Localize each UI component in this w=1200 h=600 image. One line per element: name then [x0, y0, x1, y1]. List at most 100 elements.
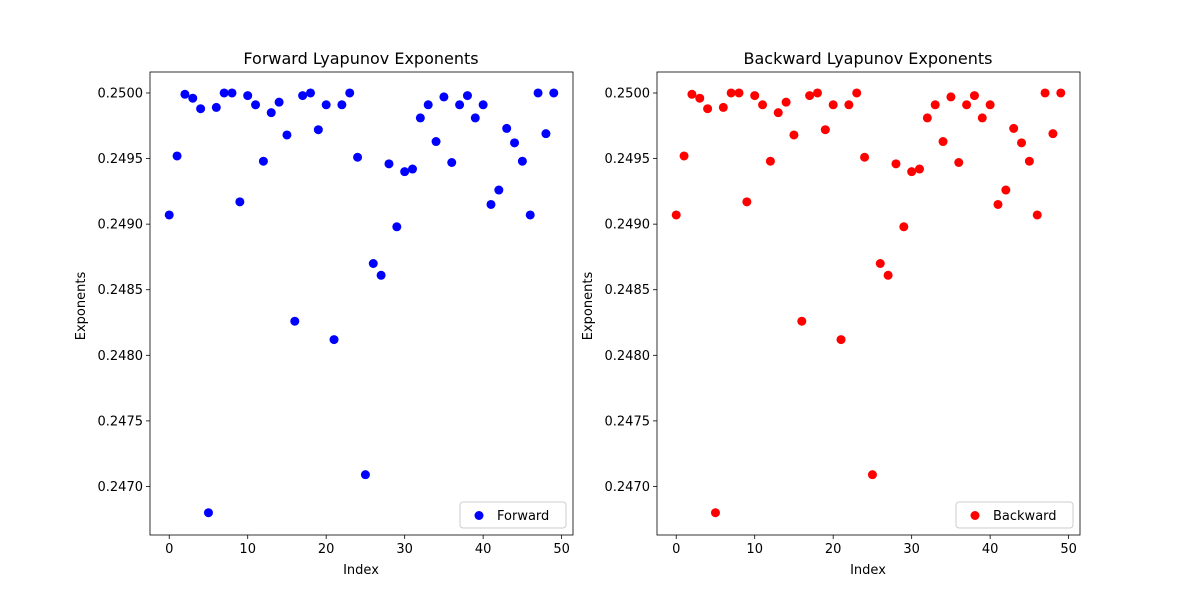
backward-data-point: [962, 100, 972, 110]
backward-data-point: [954, 158, 964, 168]
backward-data-point: [671, 210, 681, 220]
forward-y-tick-label: 0.2485: [98, 283, 144, 298]
backward-data-point: [781, 97, 791, 107]
forward-data-point: [494, 185, 504, 195]
backward-data-point: [797, 316, 807, 326]
forward-y-axis-label: Exponents: [74, 272, 89, 341]
forward-data-point: [423, 100, 433, 110]
forward-data-point: [470, 113, 480, 123]
backward-data-point: [1040, 88, 1050, 98]
backward-data-point: [985, 100, 995, 110]
backward-data-point: [828, 100, 838, 110]
forward-data-point: [502, 123, 512, 133]
backward-data-point: [703, 104, 713, 114]
forward-data-point: [478, 100, 488, 110]
backward-data-point: [891, 159, 901, 169]
forward-data-point: [408, 164, 418, 174]
forward-data-point: [337, 100, 347, 110]
backward-data-point: [852, 88, 862, 98]
backward-data-point: [812, 88, 822, 98]
backward-data-point: [718, 102, 728, 112]
forward-x-tick-label: 20: [318, 542, 335, 557]
backward-data-point: [844, 100, 854, 110]
forward-y-tick-label: 0.2495: [98, 152, 144, 167]
forward-x-tick-label: 50: [553, 542, 570, 557]
forward-data-point: [510, 138, 520, 148]
forward-data-point: [321, 100, 331, 110]
forward-data-point: [196, 104, 206, 114]
backward-data-point: [773, 108, 783, 118]
forward-data-point: [298, 91, 308, 101]
forward-data-point: [541, 129, 551, 139]
forward-data-point: [533, 88, 543, 98]
backward-x-tick-label: 0: [672, 542, 680, 557]
forward-data-point: [415, 113, 425, 123]
forward-data-point: [360, 470, 370, 480]
backward-data-point: [883, 270, 893, 280]
backward-data-point: [993, 199, 1003, 209]
backward-plot-area: 0 10 20 30 40 50 0.2470 0.2475 0.2480 0.2485 0.249…: [605, 71, 1081, 557]
backward-data-point: [875, 258, 885, 268]
forward-data-point: [384, 159, 394, 169]
forward-data-point: [455, 100, 465, 110]
backward-y-tick-label: 0.2495: [605, 152, 651, 167]
backward-x-tick-label: 50: [1060, 542, 1077, 557]
forward-data-point: [329, 335, 339, 345]
backward-data-point: [805, 91, 815, 101]
backward-legend-label: Backward: [993, 509, 1057, 524]
backward-data-point: [758, 100, 768, 110]
forward-legend-box: [459, 501, 567, 529]
forward-plot-area: 0 10 20 30 40 50 0.2470 0.2475 0.2480 0.2485 0.249…: [98, 71, 574, 557]
forward-data-point: [313, 125, 323, 135]
backward-legend-marker: [970, 511, 980, 520]
forward-data-point: [227, 88, 237, 98]
forward-axes-frame: [149, 71, 574, 536]
forward-data-point: [400, 167, 410, 177]
backward-data-point: [836, 335, 846, 345]
backward-data-point: [907, 167, 917, 177]
forward-data-point: [172, 151, 182, 161]
forward-data-point: [188, 93, 198, 103]
backward-chart-title: Backward Lyapunov Exponents: [743, 49, 992, 68]
backward-data-point: [977, 113, 987, 123]
backward-data-point: [899, 222, 909, 232]
forward-x-tick-label: 40: [475, 542, 492, 557]
forward-data-point: [549, 88, 559, 98]
backward-y-tick-label: 0.2470: [605, 480, 651, 495]
forward-data-point: [525, 210, 535, 220]
backward-data-point: [789, 130, 799, 140]
backward-y-tick-label: 0.2490: [605, 218, 651, 233]
forward-data-point: [235, 197, 245, 207]
backward-axes-frame: [656, 71, 1081, 536]
backward-data-point: [1032, 210, 1042, 220]
forward-y-tick-label: 0.2500: [98, 86, 144, 101]
backward-data-point: [930, 100, 940, 110]
backward-data-point: [946, 92, 956, 102]
backward-x-axis-label: Index: [850, 563, 886, 578]
backward-y-axis-label: Exponents: [581, 272, 596, 341]
forward-data-point: [251, 100, 261, 110]
backward-data-point: [1001, 185, 1011, 195]
backward-data-point: [750, 91, 760, 101]
backward-data-point: [726, 88, 736, 98]
backward-chart-panel: Backward Lyapunov Exponents Index Expone…: [581, 49, 1081, 578]
forward-data-point: [274, 97, 284, 107]
forward-data-point: [180, 89, 190, 99]
backward-data-point: [1048, 129, 1058, 139]
backward-y-tick-label: 0.2480: [605, 349, 651, 364]
forward-y-tick-label: 0.2490: [98, 218, 144, 233]
forward-data-point: [219, 88, 229, 98]
forward-y-tick-label: 0.2480: [98, 349, 144, 364]
forward-data-point: [376, 270, 386, 280]
forward-x-tick-label: 0: [165, 542, 173, 557]
backward-data-point: [938, 137, 948, 147]
backward-x-tick-label: 10: [746, 542, 763, 557]
forward-data-point: [282, 130, 292, 140]
backward-data-point: [860, 152, 870, 162]
forward-data-point: [164, 210, 174, 220]
forward-data-point: [258, 156, 268, 166]
backward-x-tick-label: 40: [982, 542, 999, 557]
backward-x-tick-label: 20: [825, 542, 842, 557]
forward-chart-panel: Forward Lyapunov Exponents Index Exponen…: [74, 49, 574, 578]
